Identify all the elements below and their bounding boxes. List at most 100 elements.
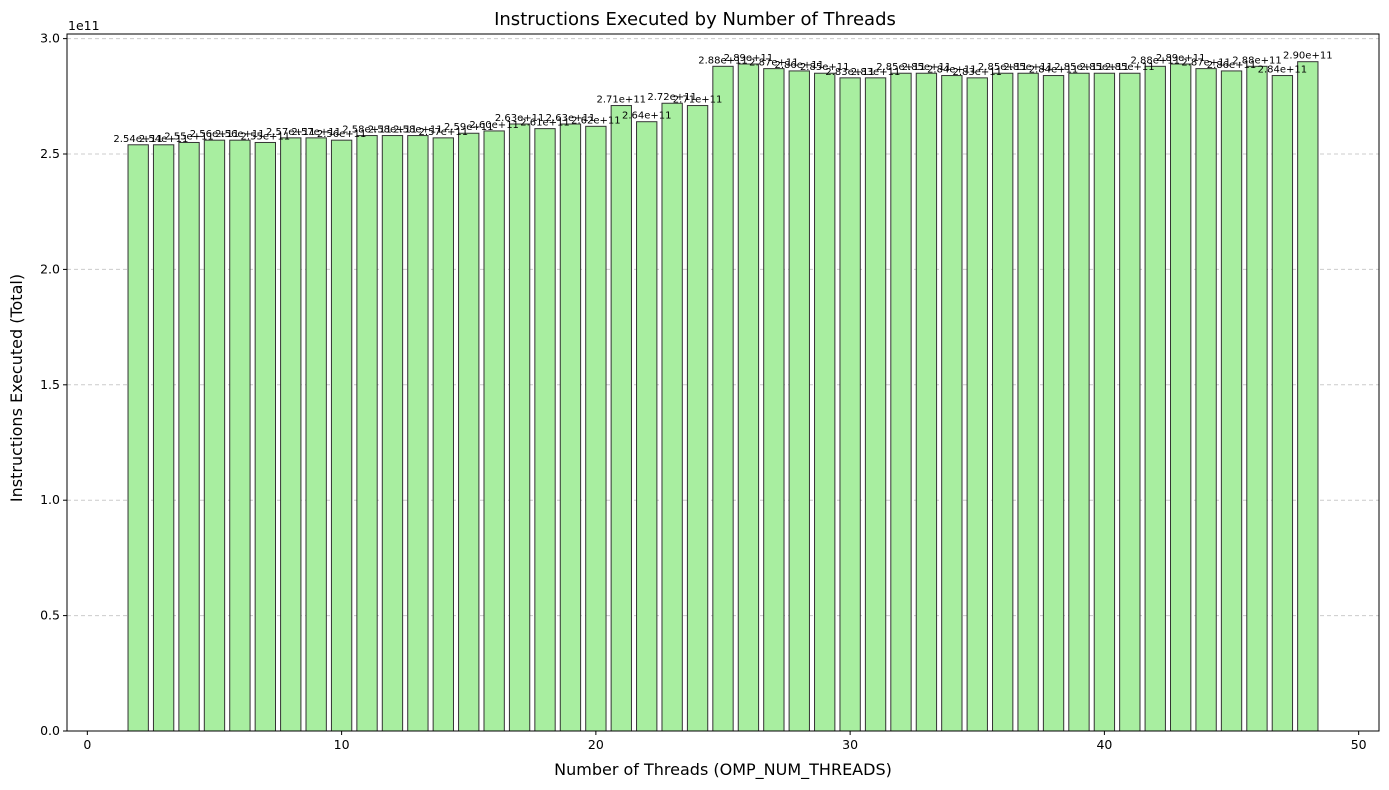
bar — [254, 141, 276, 732]
data-label: 2.83e+11 — [952, 67, 1002, 78]
bar — [1068, 72, 1090, 732]
bar — [1170, 63, 1192, 732]
data-label: 2.84e+11 — [1029, 65, 1079, 76]
bar — [483, 130, 505, 732]
bar — [407, 135, 429, 732]
bar — [661, 102, 683, 732]
data-label: 2.89e+11 — [1156, 53, 1206, 64]
data-label: 2.56e+11 — [215, 129, 265, 140]
bar — [508, 123, 531, 732]
data-label: 2.85e+11 — [902, 62, 952, 73]
bar — [432, 137, 454, 732]
bar — [1297, 61, 1319, 732]
bar — [1144, 65, 1166, 732]
bar — [229, 139, 251, 732]
bar — [839, 77, 861, 732]
bar — [203, 139, 226, 732]
bar — [966, 77, 988, 732]
data-label: 2.54e+11 — [113, 134, 163, 145]
data-label: 2.54e+11 — [139, 134, 189, 145]
data-label: 2.87e+11 — [1181, 58, 1231, 69]
bar — [1195, 68, 1217, 732]
x-tick-label: 50 — [1351, 737, 1367, 752]
data-label: 2.83e+11 — [851, 67, 901, 78]
bar — [712, 65, 734, 732]
data-labels-layer: 2.54e+112.54e+112.55e+112.56e+112.56e+11… — [113, 51, 1332, 145]
x-axis-label: Number of Threads (OMP_NUM_THREADS) — [554, 760, 892, 780]
y-tick-label: 2.0 — [40, 261, 60, 276]
bar — [636, 121, 658, 732]
bar — [534, 128, 556, 732]
bar — [788, 70, 810, 732]
bar — [381, 135, 404, 732]
data-label: 2.57e+11 — [419, 127, 469, 138]
bar — [280, 137, 302, 732]
bar — [1119, 72, 1141, 732]
bar — [610, 105, 632, 732]
bar — [1220, 70, 1243, 732]
data-label: 2.56e+11 — [317, 129, 367, 140]
data-label: 2.57e+11 — [291, 127, 341, 138]
data-label: 2.71e+11 — [597, 95, 647, 106]
data-label: 2.61e+11 — [520, 118, 570, 129]
bar — [1271, 75, 1294, 732]
data-label: 2.55e+11 — [164, 131, 214, 142]
y-tick-label: 0.0 — [40, 723, 60, 738]
bar — [1246, 65, 1268, 732]
x-tick-label: 30 — [842, 737, 858, 752]
data-label: 2.86e+11 — [1207, 60, 1257, 71]
data-label: 2.87e+11 — [749, 58, 799, 69]
data-label: 2.86e+11 — [775, 60, 825, 71]
data-label: 2.85e+11 — [978, 62, 1028, 73]
bar — [330, 139, 353, 732]
bar — [559, 123, 582, 732]
data-label: 2.88e+11 — [1232, 55, 1282, 66]
bar — [356, 135, 378, 732]
x-tick-label: 20 — [588, 737, 604, 752]
data-label: 2.85e+11 — [1054, 62, 1104, 73]
bars-layer — [127, 61, 1319, 732]
y-axis-ticks: 0.0 0.5 1.0 1.5 2.0 2.5 3.0 — [40, 31, 67, 738]
data-label: 2.58e+11 — [368, 125, 418, 136]
bar — [864, 77, 887, 732]
bar — [178, 141, 200, 732]
bar — [1093, 72, 1116, 732]
data-label: 2.85e+11 — [1003, 62, 1053, 73]
data-label: 2.58e+11 — [393, 125, 443, 136]
bar — [814, 72, 836, 732]
y-tick-label: 1.0 — [40, 492, 60, 507]
bar — [458, 132, 480, 732]
bar — [737, 63, 760, 732]
chart-title: Instructions Executed by Number of Threa… — [494, 9, 896, 30]
bar — [1017, 72, 1039, 732]
data-label: 2.85e+11 — [876, 62, 926, 73]
x-axis-ticks: 0 10 20 30 40 50 — [83, 731, 1367, 752]
bar — [992, 72, 1014, 732]
data-label: 2.85e+11 — [1080, 62, 1130, 73]
data-label: 2.85e+11 — [1105, 62, 1155, 73]
y-tick-label: 0.5 — [40, 608, 60, 623]
data-label: 2.88e+11 — [698, 55, 748, 66]
data-label: 2.71e+11 — [673, 95, 723, 106]
data-label: 2.88e+11 — [1130, 55, 1180, 66]
data-label: 2.60e+11 — [469, 120, 519, 131]
bar — [941, 75, 963, 732]
bar — [890, 72, 912, 732]
data-label: 2.58e+11 — [342, 125, 392, 136]
data-label: 2.63e+11 — [546, 113, 596, 124]
x-tick-label: 10 — [334, 737, 350, 752]
x-tick-label: 0 — [83, 737, 91, 752]
data-label: 2.55e+11 — [241, 131, 291, 142]
y-tick-label: 2.5 — [40, 146, 60, 161]
data-label: 2.90e+11 — [1283, 51, 1333, 62]
bar — [585, 125, 607, 732]
data-label: 2.84e+11 — [927, 65, 977, 76]
data-label: 2.57e+11 — [266, 127, 316, 138]
data-label: 2.85e+11 — [800, 62, 850, 73]
bar — [686, 105, 709, 732]
data-label: 2.56e+11 — [190, 129, 240, 140]
data-label: 2.62e+11 — [571, 115, 621, 126]
y-axis-label: Instructions Executed (Total) — [7, 274, 26, 502]
